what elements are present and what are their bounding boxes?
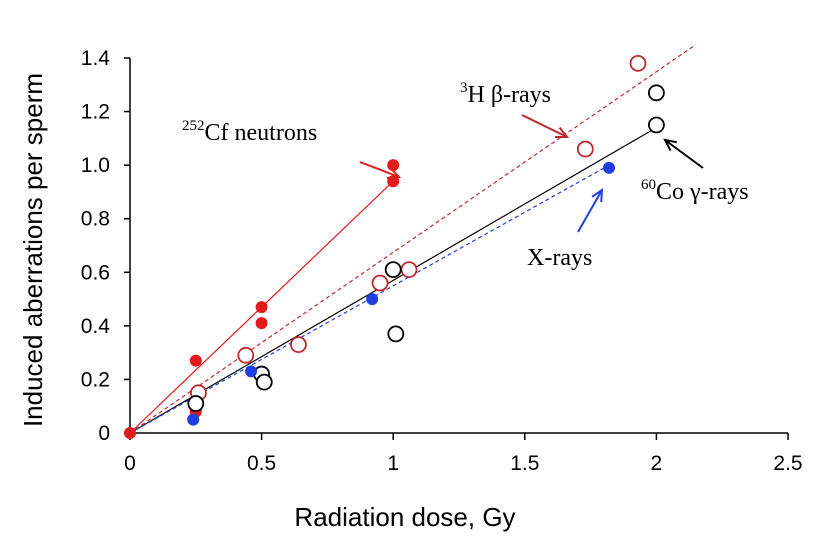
annotation-arrow — [521, 114, 568, 138]
fit-lines — [129, 44, 697, 434]
series-label-superscript: 3 — [460, 80, 468, 96]
data-point — [187, 395, 205, 412]
series-label-text: X-rays — [527, 245, 592, 271]
data-point — [648, 84, 665, 102]
series-label-superscript: 60 — [641, 177, 656, 193]
annotation-arrowhead — [386, 167, 402, 179]
fit-line — [129, 44, 697, 434]
data-point — [366, 293, 379, 306]
annotation-arrowhead — [554, 126, 570, 139]
series-label-text: Cf neutrons — [205, 120, 318, 146]
y-tick-label: 1.4 — [81, 47, 111, 70]
data-point — [124, 427, 136, 439]
data-point — [400, 261, 418, 279]
series-label: 252Cf neutrons — [182, 118, 317, 146]
x-tick-label: 2.5 — [773, 452, 802, 475]
x-tick-label: 0 — [124, 452, 136, 475]
axes — [124, 57, 789, 440]
x-tick-label: 0.5 — [247, 452, 276, 475]
data-point — [255, 373, 273, 391]
data-point — [603, 161, 616, 174]
annotation-arrow — [359, 161, 400, 178]
data-point — [648, 116, 665, 134]
series-label-text: H β-rays — [468, 82, 552, 108]
data-point — [290, 336, 307, 354]
y-tick-label: 0.8 — [81, 208, 110, 231]
fit-line — [129, 127, 657, 434]
data-points — [124, 54, 665, 439]
y-tick-label: 0.6 — [81, 261, 110, 284]
series-label: X-rays — [527, 245, 592, 271]
data-point — [387, 159, 400, 172]
y-tick-label: 0.4 — [81, 315, 111, 338]
data-point — [245, 365, 258, 378]
data-point — [629, 54, 647, 72]
annotation-arrowhead — [591, 188, 604, 203]
x-tick-label: 2 — [651, 452, 663, 475]
data-point — [255, 301, 268, 314]
series-label: 60Co γ-rays — [641, 177, 749, 205]
tick-labels: 0 0.5 1 1.5 2 2.5 0 0.2 0.4 0.6 0.8 1.0 1.2 1.4 — [81, 47, 803, 475]
x-axis-title: Radiation dose, Gy — [294, 502, 515, 532]
data-point — [576, 140, 594, 158]
series-label: 3H β-rays — [460, 80, 551, 108]
data-point — [255, 317, 268, 330]
data-point — [387, 325, 405, 343]
data-point — [384, 261, 402, 279]
data-point — [189, 354, 202, 367]
y-axis-title: Induced aberrations per sperm — [18, 73, 48, 427]
x-tick-label: 1.5 — [510, 452, 539, 475]
annotation-arrow — [664, 139, 704, 169]
series-label-superscript: 252 — [182, 118, 205, 134]
series-label-text: Co γ-rays — [656, 179, 749, 205]
data-point — [187, 413, 200, 426]
data-point — [237, 346, 255, 364]
annotation-arrow — [577, 189, 603, 233]
y-tick-label: 0 — [98, 422, 110, 445]
series-annotations: 252Cf neutrons 3H β-rays 60Co γ-rays X-rays — [182, 80, 749, 271]
y-tick-label: 1.0 — [81, 154, 110, 177]
data-point — [371, 274, 389, 292]
y-tick-label: 0.2 — [81, 368, 110, 391]
annotation-arrowhead — [663, 138, 677, 152]
x-tick-label: 1 — [387, 452, 399, 475]
y-tick-label: 1.2 — [81, 101, 110, 124]
